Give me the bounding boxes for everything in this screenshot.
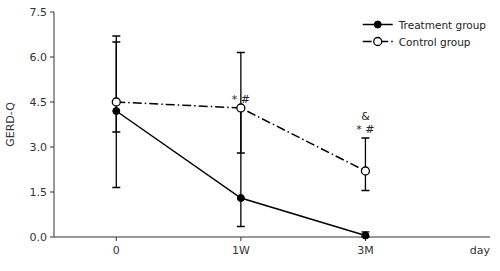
y-tick-label: 0.0 (30, 231, 48, 244)
legend-marker (374, 21, 381, 28)
annotation: * # (232, 93, 250, 106)
error-bar (361, 138, 369, 191)
legend: Treatment group Control group (363, 19, 487, 48)
chart: 0.01.53.04.56.07.501W3MdayGERD-Q* #&* #T… (0, 0, 500, 271)
x-tick-label: 3M (357, 244, 374, 257)
y-tick (50, 102, 54, 103)
plot-area (112, 36, 369, 239)
y-tick-label: 6.0 (30, 51, 48, 64)
y-tick (50, 147, 54, 148)
x-tick (240, 237, 241, 241)
point (361, 167, 369, 175)
error-bar (112, 36, 120, 188)
point (112, 98, 120, 106)
y-tick-label: 3.0 (30, 141, 48, 154)
y-tick (50, 192, 54, 193)
y-tick-label: 7.5 (30, 6, 48, 19)
error-bar (112, 42, 120, 132)
legend-label: Control group (399, 36, 471, 48)
point (237, 195, 244, 202)
annotation: & (361, 110, 370, 123)
x-tick-label: 1W (232, 244, 250, 257)
x-axis-line (54, 237, 490, 238)
y-tick-label: 1.5 (30, 186, 48, 199)
y-tick (50, 57, 54, 58)
x-tick-label: 0 (113, 244, 120, 257)
legend-marker (374, 38, 382, 46)
point (362, 232, 369, 239)
x-tick (116, 237, 117, 241)
y-tick (50, 12, 54, 13)
x-axis-label: day (470, 244, 491, 257)
annotation: * # (356, 123, 374, 136)
y-tick (50, 237, 54, 238)
y-axis-label: GERD-Q (4, 102, 17, 147)
y-axis-line (54, 12, 55, 237)
y-tick-label: 4.5 (30, 96, 48, 109)
legend-label: Treatment group (398, 19, 487, 31)
